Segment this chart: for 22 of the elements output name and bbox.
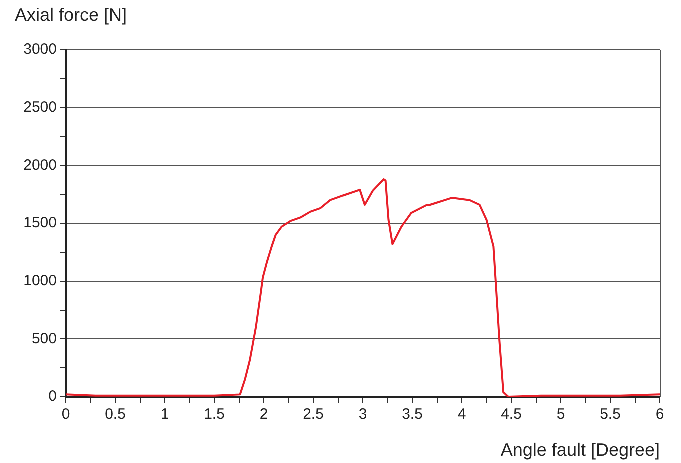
x-tick-label: 4.5 bbox=[501, 406, 522, 424]
y-axis-title: Axial force [N] bbox=[15, 4, 128, 25]
x-tick-label: 3 bbox=[358, 406, 368, 424]
x-tick-label: 1.5 bbox=[204, 406, 225, 424]
x-tick-label: 2.5 bbox=[303, 406, 324, 424]
x-axis-title: Angle fault [Degree] bbox=[500, 440, 660, 460]
y-tick-label: 2000 bbox=[24, 156, 57, 174]
x-tick-label: 0.5 bbox=[105, 406, 126, 424]
y-tick-label: 1000 bbox=[24, 272, 57, 290]
y-tick-label: 500 bbox=[32, 330, 57, 348]
x-tick-label: 0 bbox=[62, 406, 70, 424]
x-tick-label: 4 bbox=[458, 406, 466, 424]
x-tick-label: 5 bbox=[556, 406, 566, 424]
y-tick-label: 1500 bbox=[24, 214, 57, 232]
y-tick-label: 2500 bbox=[24, 98, 57, 116]
x-tick-label: 5.5 bbox=[600, 406, 621, 424]
x-tick-label: 6 bbox=[656, 406, 664, 424]
y-tick-label: 3000 bbox=[24, 41, 57, 58]
x-tick-label: 1 bbox=[160, 406, 170, 424]
x-tick-label: 2 bbox=[260, 406, 268, 424]
x-tick-label: 3.5 bbox=[402, 406, 423, 424]
y-tick-label: 0 bbox=[48, 388, 57, 406]
